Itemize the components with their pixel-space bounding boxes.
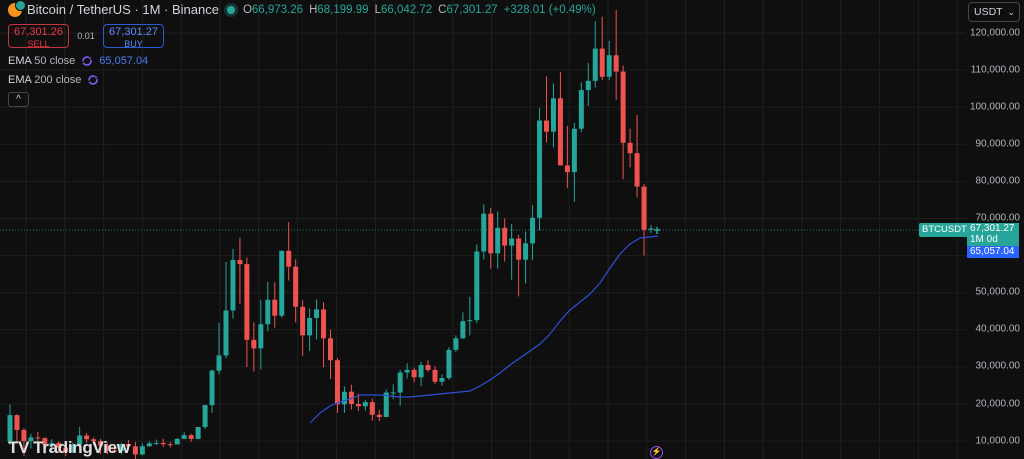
high-label: H: [309, 3, 318, 16]
crosshair-marker: [654, 227, 660, 234]
indicator-ema200[interactable]: EMA 200 close: [8, 74, 99, 86]
price-label: 80,000.00: [975, 175, 1021, 187]
price-label: 20,000.00: [975, 398, 1021, 410]
buy-label: BUY: [124, 39, 143, 49]
ema-value-tag: 65,057.04: [967, 246, 1019, 258]
candlestick-series: [7, 9, 654, 459]
open-value: 66,973.26: [251, 3, 304, 16]
sell-price: 67,301.26: [14, 26, 63, 38]
price-label: 10,000.00: [975, 435, 1021, 447]
change-value: +328.01 (+0.49%): [503, 3, 596, 16]
buy-button[interactable]: 67,301.27 BUY: [103, 24, 164, 49]
close-label: C: [438, 3, 447, 16]
low-value: 66,042.72: [380, 3, 433, 16]
indicator-params: 50 close: [34, 55, 76, 67]
market-open-status-icon: [226, 5, 235, 14]
last-price-value: 67,301.27: [970, 223, 1015, 234]
price-label: 120,000.00: [969, 27, 1020, 39]
refresh-icon[interactable]: [81, 55, 93, 67]
currency-select[interactable]: USDT ⌄: [968, 2, 1020, 22]
chevron-down-icon: ⌄: [1007, 7, 1015, 17]
price-label: 110,000.00: [970, 64, 1020, 76]
symbol-title[interactable]: Bitcoin / TetherUS · 1M · Binance: [27, 2, 219, 17]
collapse-legend-button[interactable]: ^: [8, 92, 29, 107]
currency-value: USDT: [974, 6, 1003, 18]
open-label: O: [242, 3, 252, 16]
price-label: 40,000.00: [975, 323, 1021, 335]
indicator-value: 65,057.04: [99, 55, 149, 67]
last-price-tag: 67,301.27 1M 0d: [967, 223, 1019, 246]
low-label: L: [374, 3, 381, 16]
indicator-ema50[interactable]: EMA 50 close 65,057.04: [8, 55, 148, 67]
price-label: 100,000.00: [969, 101, 1020, 113]
high-value: 68,199.99: [317, 3, 369, 16]
tradingview-logo[interactable]: TV TradingView: [8, 438, 130, 458]
ema50-line: [309, 235, 659, 424]
spread-value: 0.01: [77, 31, 95, 41]
flash-event-icon[interactable]: ⚡: [650, 446, 663, 459]
bar-countdown: 1M 0d: [970, 234, 998, 245]
price-label: 30,000.00: [975, 360, 1021, 372]
price-label: 70,000.00: [975, 212, 1021, 224]
indicator-name: EMA: [8, 74, 32, 86]
refresh-icon[interactable]: [87, 74, 99, 86]
chart-header: Bitcoin / TetherUS · 1M · Binance O66,97…: [8, 0, 596, 17]
bitcoin-icon: [8, 0, 26, 17]
close-value: 67,301.27: [446, 3, 498, 16]
tradingview-logo-text: TradingView: [33, 438, 130, 457]
ohlc-values: O66,973.26 H68,199.99 L66,042.72 C67,301…: [243, 4, 596, 16]
price-label: 90,000.00: [975, 138, 1021, 150]
price-label: 50,000.00: [975, 286, 1021, 298]
symbol-tag: BTCUSDT: [919, 223, 970, 237]
buy-price: 67,301.27: [109, 26, 158, 38]
indicator-params: 200 close: [34, 74, 82, 86]
sell-label: SELL: [27, 39, 50, 49]
trade-panel: 67,301.26 SELL 0.01 67,301.27 BUY: [8, 24, 164, 49]
price-axis[interactable]: USDT ⌄ 120,000.00 110,000.00 100,000.00 …: [964, 0, 1024, 459]
tradingview-logo-icon: TV: [8, 438, 30, 457]
sell-button[interactable]: 67,301.26 SELL: [8, 24, 69, 49]
indicator-name: EMA: [8, 55, 32, 67]
